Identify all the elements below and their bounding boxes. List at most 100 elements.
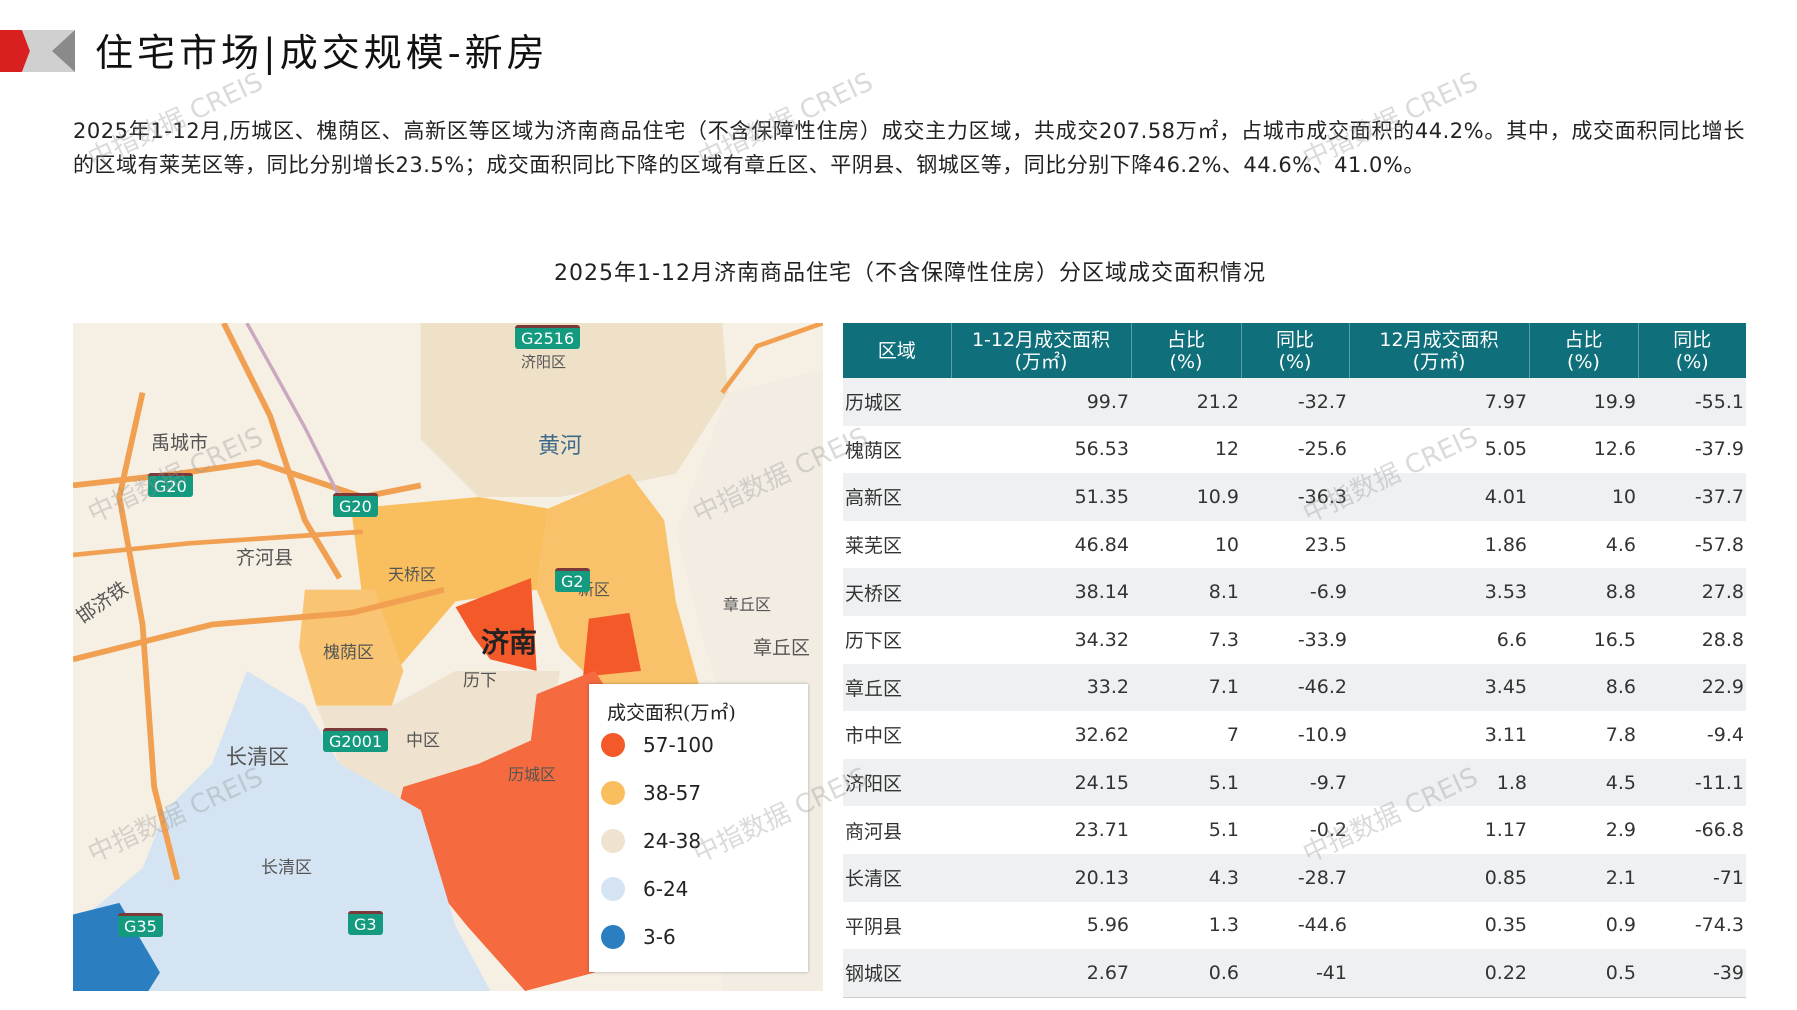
value-cell: -37.7 <box>1638 473 1746 521</box>
column-header-label: 1-12月成交面积 <box>971 328 1111 351</box>
table-row: 商河县 23.71 5.1 -0.2 1.17 2.9 -66.8 <box>843 806 1746 854</box>
table-row: 平阴县 5.96 1.3 -44.6 0.35 0.9 -74.3 <box>843 902 1746 950</box>
table-row: 天桥区 38.14 8.1 -6.9 3.53 8.8 27.8 <box>843 568 1746 616</box>
value-cell: 1.86 <box>1484 533 1527 556</box>
map-label-yucheng: 禹城市 <box>151 432 209 454</box>
value-cell: 12 <box>1214 438 1239 461</box>
district-name-cell: 长清区 <box>843 853 951 902</box>
value-cell: 5.1 <box>1131 758 1241 807</box>
value-cell: -33.9 <box>1297 628 1347 651</box>
legend-item: 6-24 <box>601 874 688 904</box>
district-name-cell: 天桥区 <box>843 568 951 616</box>
value-cell: 5.1 <box>1208 819 1239 842</box>
district-name-cell: 钢城区 <box>843 949 951 998</box>
district-name-cell: 章丘区 <box>843 663 951 712</box>
value-cell: 28.8 <box>1701 628 1744 651</box>
table-row: 历下区 34.32 7.3 -33.9 6.6 16.5 28.8 <box>843 616 1746 664</box>
region-changqing <box>73 670 491 991</box>
value-cell: -10.9 <box>1297 723 1347 746</box>
value-cell: 19.9 <box>1529 378 1638 426</box>
value-cell: -6.9 <box>1241 568 1349 616</box>
map-label-jiyang: 济阳区 <box>521 353 567 371</box>
legend-item: 24-38 <box>601 826 701 856</box>
value-cell: -37.9 <box>1694 438 1744 461</box>
district-name-cell: 历城区 <box>843 378 951 426</box>
legend-swatch <box>601 877 625 901</box>
map-label-zhangqiu2: 章丘区 <box>753 637 811 659</box>
legend-swatch <box>601 925 625 949</box>
value-cell: -0.2 <box>1309 819 1347 842</box>
road <box>116 391 181 881</box>
highway-shield: G2001 <box>323 728 389 752</box>
column-header: 区域 <box>843 323 952 378</box>
map-label-tianqiao: 天桥区 <box>388 565 437 584</box>
value-cell: 4.01 <box>1349 473 1529 521</box>
value-cell: 1.17 <box>1484 819 1527 842</box>
map-label-huaiyin: 槐荫区 <box>323 643 374 663</box>
value-cell: 7.8 <box>1605 723 1636 746</box>
column-header-unit: (%) <box>1169 350 1203 373</box>
value-cell: 32.62 <box>1074 723 1129 746</box>
map-label-changqing2: 长清区 <box>261 858 312 878</box>
brand-logo <box>0 30 75 72</box>
district-name-cell: 平阴县 <box>845 915 903 938</box>
value-cell: 20.13 <box>951 853 1131 902</box>
highway-shield: G2516 <box>515 325 581 349</box>
map-label-shizhong: 中区 <box>406 731 440 751</box>
column-header: 占比 (%) <box>1529 323 1639 378</box>
column-header: 同比 (%) <box>1638 323 1746 378</box>
value-cell: 24.15 <box>951 758 1131 807</box>
region-east-red <box>583 612 642 677</box>
value-cell: 4.6 <box>1605 533 1636 556</box>
summary-paragraph: 2025年1-12月,历城区、槐荫区、高新区等区域为济南商品住宅（不含保障性住房… <box>73 119 1745 177</box>
highway-shield: G20 <box>148 473 193 497</box>
legend-label: 38-57 <box>643 781 702 805</box>
value-cell: -44.6 <box>1297 914 1347 937</box>
column-header-unit: (万㎡) <box>1014 350 1068 373</box>
column-header-unit: (%) <box>1675 350 1709 373</box>
column-header-label: 12月成交面积 <box>1379 328 1499 351</box>
value-cell: 38.14 <box>951 568 1131 616</box>
value-cell: 2.9 <box>1605 819 1636 842</box>
value-cell: 46.84 <box>1074 533 1129 556</box>
map-label-jinan: 济南 <box>481 626 538 659</box>
highway-shield: G2 <box>555 568 590 592</box>
region-huaiyin <box>299 589 404 706</box>
column-header-label: 占比 <box>1166 328 1205 351</box>
district-name-cell: 高新区 <box>843 473 951 521</box>
value-cell: 3.11 <box>1484 723 1527 746</box>
column-header: 同比 (%) <box>1241 323 1350 378</box>
value-cell: -66.8 <box>1694 819 1744 842</box>
table-row: 钢城区 2.67 0.6 -41 0.22 0.5 -39 <box>843 949 1746 998</box>
column-header-label: 占比 <box>1564 328 1603 351</box>
value-cell: 5.05 <box>1484 438 1527 461</box>
value-cell: -32.7 <box>1241 378 1349 426</box>
road <box>73 459 422 500</box>
value-cell: 10 <box>1529 473 1638 521</box>
district-name-cell: 商河县 <box>845 820 903 843</box>
column-header-label: 同比 <box>1275 328 1314 351</box>
legend-title: 成交面积(万㎡) <box>607 702 736 724</box>
value-cell: 7.1 <box>1131 663 1241 712</box>
table-row: 莱芜区 46.84 10 23.5 1.86 4.6 -57.8 <box>843 521 1746 569</box>
value-cell: -28.7 <box>1241 853 1349 902</box>
value-cell: 27.8 <box>1638 568 1746 616</box>
district-name-cell: 济阳区 <box>843 758 951 807</box>
region-lixia <box>455 578 537 671</box>
legend-label: 3-6 <box>643 925 676 949</box>
column-header-unit: (%) <box>1567 350 1600 373</box>
value-cell: 7 <box>1226 723 1239 746</box>
value-cell: 51.35 <box>951 473 1131 521</box>
district-name-cell: 槐荫区 <box>845 439 903 462</box>
value-cell: 21.2 <box>1131 378 1241 426</box>
table-row: 市中区 32.62 7 -10.9 3.11 7.8 -9.4 <box>843 711 1746 759</box>
value-cell: 16.5 <box>1593 628 1636 651</box>
value-cell: -57.8 <box>1694 533 1744 556</box>
value-cell: 10.9 <box>1131 473 1241 521</box>
chart-title: 2025年1-12月济南商品住宅（不含保障性住房）分区域成交面积情况 <box>554 261 1266 286</box>
value-cell: 23.5 <box>1304 533 1347 556</box>
map-label-qihe: 齐河县 <box>236 547 294 569</box>
table-row: 槐荫区 56.53 12 -25.6 5.05 12.6 -37.9 <box>843 426 1746 474</box>
column-header: 占比 (%) <box>1131 323 1242 378</box>
map-legend: 成交面积(万㎡) 57-100 38-57 24-38 6-24 3-6 <box>589 684 808 972</box>
